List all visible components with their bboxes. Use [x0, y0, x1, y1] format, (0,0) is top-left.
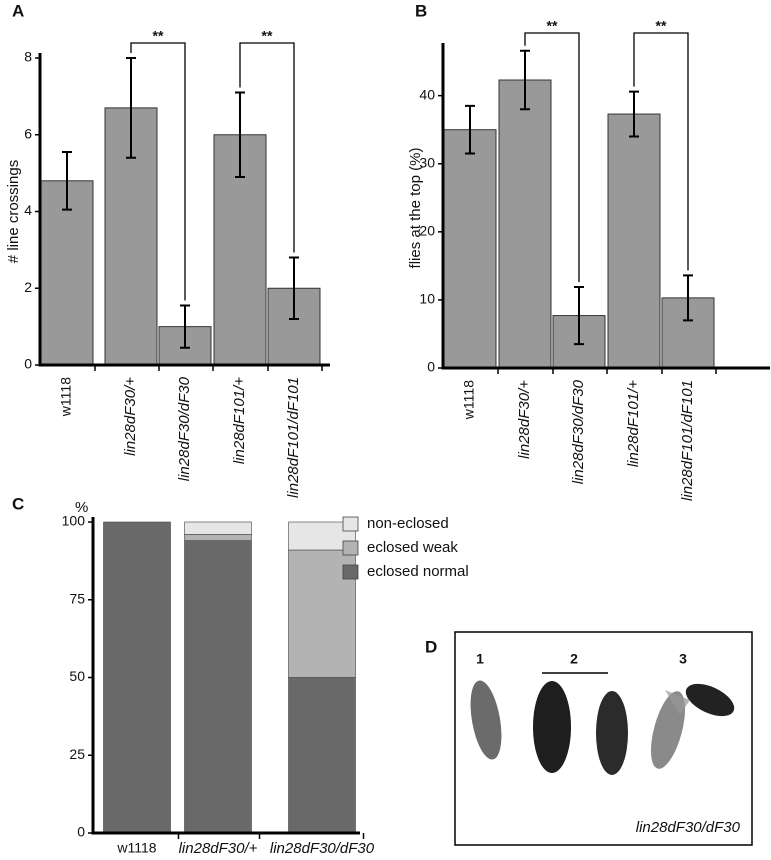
y-tick-label: 20	[419, 223, 435, 239]
y-tick-label: 0	[24, 356, 32, 372]
y-tick-label: 8	[24, 49, 32, 65]
bar	[498, 79, 552, 369]
x-tick-label: w1118	[58, 377, 74, 417]
legend-label: non-eclosed	[367, 515, 449, 532]
y-tick-label: 2	[24, 279, 32, 295]
x-tick-label: lin28dF30/+	[516, 380, 533, 459]
y-axis-label: flies at the top (%)	[407, 148, 424, 269]
y-axis-label: %	[75, 499, 88, 516]
legend-label: eclosed normal	[367, 563, 469, 580]
y-tick-label: 30	[419, 154, 435, 170]
pupa	[533, 681, 571, 773]
x-tick-label: w1118	[461, 380, 477, 420]
y-tick-label: 10	[419, 291, 435, 307]
x-tick-label: lin28dF101/+	[231, 377, 248, 464]
bar	[40, 180, 94, 366]
significance-bracket	[524, 32, 580, 282]
y-tick-label: 0	[427, 359, 435, 375]
legend-label: eclosed weak	[367, 539, 458, 556]
fly	[685, 683, 735, 717]
bar	[607, 113, 661, 369]
significance-bracket	[633, 32, 689, 271]
bar-segment	[103, 521, 171, 834]
y-axis-label: # line crossings	[5, 160, 22, 263]
significance-bracket	[130, 42, 186, 301]
y-tick-label: 25	[69, 746, 85, 762]
bar-segment	[184, 534, 252, 541]
axes	[38, 53, 330, 367]
pupa	[650, 691, 686, 769]
legend-swatch	[342, 516, 359, 532]
x-tick-label: lin28dF101/+	[625, 380, 642, 467]
x-tick-label: lin28dF101/dF101	[285, 377, 302, 498]
panel-label: C	[12, 494, 24, 513]
x-tick-label: lin28dF30/dF30	[176, 376, 193, 481]
bar-segment	[184, 521, 252, 535]
y-tick-label: 75	[69, 590, 85, 606]
y-tick-label: 40	[419, 86, 435, 102]
x-tick-label: lin28dF30/+	[122, 377, 139, 456]
bar	[443, 129, 497, 369]
panel-label: D	[425, 637, 437, 656]
error-bar	[126, 57, 136, 159]
error-bar	[520, 49, 530, 111]
error-bar	[574, 285, 584, 346]
pupa	[470, 680, 502, 760]
significance-bracket	[239, 42, 295, 253]
x-tick-label: lin28dF30/+	[179, 840, 258, 857]
photo-label: 3	[679, 651, 687, 667]
bar-segment	[288, 677, 356, 834]
legend-swatch	[342, 540, 359, 556]
error-bar	[289, 256, 299, 320]
error-bar	[62, 151, 72, 211]
pupa	[596, 691, 628, 775]
photo-label: 1	[476, 651, 484, 667]
panel-label: B	[415, 1, 427, 20]
error-bar	[465, 104, 475, 155]
significance-label: **	[656, 18, 667, 34]
significance-label: **	[262, 28, 273, 44]
axes	[91, 517, 360, 835]
legend-swatch	[342, 564, 359, 580]
x-tick-label: w1118	[116, 840, 156, 856]
significance-label: **	[153, 28, 164, 44]
x-tick-label: lin28dF30/dF30	[270, 840, 375, 857]
significance-label: **	[547, 18, 558, 34]
x-tick-label: lin28dF30/dF30	[570, 379, 587, 484]
y-tick-label: 4	[24, 202, 32, 218]
photo-label: 2	[570, 651, 578, 667]
error-bar	[180, 304, 190, 349]
y-tick-label: 50	[69, 668, 85, 684]
bar-segment	[184, 540, 252, 834]
photo-caption: lin28dF30/dF30	[636, 819, 741, 836]
panel-label: A	[12, 1, 24, 20]
photo-panel: D 1 2 3 lin28dF30/dF30	[425, 631, 753, 846]
x-tick-label: lin28dF101/dF101	[679, 380, 696, 501]
error-bar	[683, 274, 693, 322]
y-tick-label: 0	[77, 824, 85, 840]
error-bar	[235, 91, 245, 178]
y-tick-label: 100	[62, 513, 86, 529]
axes	[441, 43, 770, 370]
wing	[665, 690, 690, 715]
error-bar	[629, 90, 639, 138]
y-tick-label: 6	[24, 125, 32, 141]
